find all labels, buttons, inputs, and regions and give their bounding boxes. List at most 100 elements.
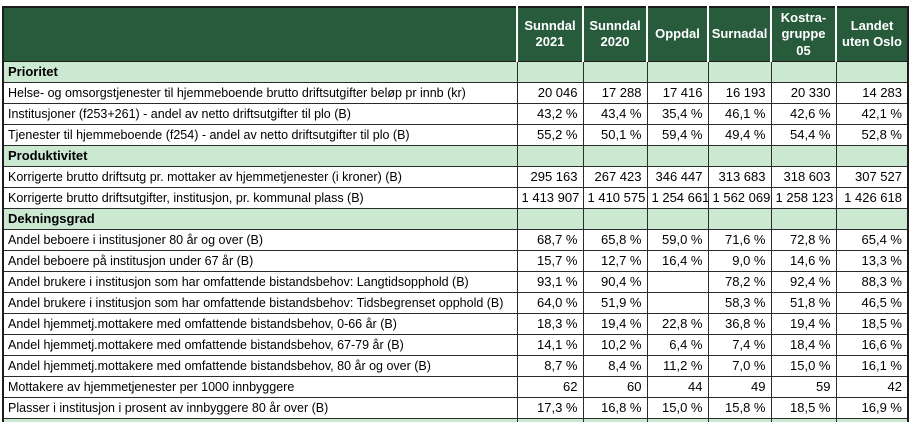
cell-value[interactable]: 1 254 661 [646, 186, 709, 209]
cell-value[interactable]: 35,4 % [646, 102, 709, 125]
cell-value[interactable]: 318 603 [770, 165, 837, 188]
cell-value[interactable]: 7,4 % [707, 333, 772, 356]
cell-value[interactable]: 12,7 % [582, 249, 648, 272]
cell-value[interactable]: 88,3 % [835, 270, 909, 293]
column-header-sunndal-2021[interactable]: Sunndal 2021 [516, 7, 583, 62]
cell-value[interactable]: 17 416 [646, 81, 709, 104]
cell-value[interactable]: 7,0 % [707, 354, 772, 377]
cell-value[interactable]: 62 [516, 375, 584, 398]
cell-value[interactable]: 19,4 % [582, 312, 648, 335]
cell-value[interactable]: 49,4 % [707, 123, 772, 146]
cell-value[interactable]: 18,5 % [835, 312, 909, 335]
cell-value[interactable]: 49 [707, 375, 772, 398]
cell-value[interactable]: 18,4 % [770, 333, 837, 356]
column-header-surnadal[interactable]: Surnadal [707, 7, 771, 62]
cell-value[interactable]: 36,8 % [707, 312, 772, 335]
cell-value[interactable]: 54,4 % [770, 123, 837, 146]
cell-value[interactable]: 1 410 575 [582, 186, 648, 209]
cell-value[interactable]: 43,4 % [582, 102, 648, 125]
cell-value[interactable]: 1 562 069 [707, 186, 772, 209]
cell-value[interactable]: 60 [582, 375, 648, 398]
cell-value[interactable]: 18,5 % [770, 396, 837, 419]
cell-value[interactable]: 15,7 % [516, 249, 584, 272]
cell-value[interactable]: 13,3 % [835, 249, 909, 272]
cell-value[interactable]: 68,7 % [516, 228, 584, 251]
cell-value[interactable]: 295 163 [516, 165, 584, 188]
cell-value[interactable]: 16,1 % [835, 354, 909, 377]
section-empty-cell [707, 417, 772, 422]
cell-value[interactable]: 51,9 % [582, 291, 648, 314]
section-empty-cell [835, 60, 909, 83]
cell-value[interactable]: 17 288 [582, 81, 648, 104]
cell-value[interactable]: 8,7 % [516, 354, 584, 377]
cell-value[interactable]: 1 413 907 [516, 186, 584, 209]
cell-value[interactable]: 14,1 % [516, 333, 584, 356]
cell-value[interactable]: 78,2 % [707, 270, 772, 293]
cell-value[interactable]: 14 283 [835, 81, 909, 104]
section-title: Dekningsgrad [2, 207, 518, 230]
column-header-landet-uten-oslo[interactable]: Landet uten Oslo [835, 7, 908, 62]
cell-value[interactable]: 14,6 % [770, 249, 837, 272]
row-label: Korrigerte brutto driftsutg pr. mottaker… [2, 165, 518, 188]
cell-value[interactable]: 22,8 % [646, 312, 709, 335]
cell-value[interactable]: 6,4 % [646, 333, 709, 356]
cell-value[interactable]: 15,8 % [707, 396, 772, 419]
cell-value[interactable]: 42,1 % [835, 102, 909, 125]
cell-value[interactable]: 51,8 % [770, 291, 837, 314]
cell-value[interactable]: 72,8 % [770, 228, 837, 251]
cell-value[interactable]: 16,8 % [582, 396, 648, 419]
cell-value[interactable]: 11,2 % [646, 354, 709, 377]
cell-value[interactable]: 313 683 [707, 165, 772, 188]
cell-value[interactable]: 46,1 % [707, 102, 772, 125]
section-empty-cell [646, 207, 709, 230]
cell-value[interactable]: 43,2 % [516, 102, 584, 125]
section-row: Produktivitet [2, 144, 909, 167]
cell-value[interactable]: 92,4 % [770, 270, 837, 293]
cell-value[interactable]: 44 [646, 375, 709, 398]
cell-value[interactable]: 20 046 [516, 81, 584, 104]
column-header-kostragruppe-05[interactable]: Kostra- gruppe 05 [770, 7, 836, 62]
cell-value[interactable]: 42 [835, 375, 909, 398]
cell-value[interactable] [646, 270, 709, 293]
column-header-sunndal-2020[interactable]: Sunndal 2020 [582, 7, 647, 62]
cell-value[interactable]: 46,5 % [835, 291, 909, 314]
cell-value[interactable]: 65,4 % [835, 228, 909, 251]
cell-value[interactable]: 52,8 % [835, 123, 909, 146]
cell-value[interactable]: 346 447 [646, 165, 709, 188]
cell-value[interactable]: 42,6 % [770, 102, 837, 125]
cell-value[interactable]: 307 527 [835, 165, 909, 188]
cell-value[interactable]: 93,1 % [516, 270, 584, 293]
cell-value[interactable]: 17,3 % [516, 396, 584, 419]
cell-value[interactable]: 59 [770, 375, 837, 398]
cell-value[interactable]: 16,9 % [835, 396, 909, 419]
cell-value[interactable]: 55,2 % [516, 123, 584, 146]
cell-value[interactable]: 19,4 % [770, 312, 837, 335]
cell-value[interactable]: 64,0 % [516, 291, 584, 314]
section-row: Prioritet [2, 60, 909, 83]
cell-value[interactable]: 71,6 % [707, 228, 772, 251]
cell-value[interactable]: 267 423 [582, 165, 648, 188]
cell-value[interactable]: 8,4 % [582, 354, 648, 377]
cell-value[interactable] [646, 291, 709, 314]
column-header-oppdal[interactable]: Oppdal [646, 7, 708, 62]
cell-value[interactable]: 18,3 % [516, 312, 584, 335]
cell-value[interactable]: 16 193 [707, 81, 772, 104]
cell-value[interactable]: 9,0 % [707, 249, 772, 272]
cell-value[interactable]: 65,8 % [582, 228, 648, 251]
cell-value[interactable]: 1 258 123 [770, 186, 837, 209]
cell-value[interactable]: 1 426 618 [835, 186, 909, 209]
table-row: Andel hjemmetj.mottakere med omfattende … [2, 354, 909, 377]
cell-value[interactable]: 15,0 % [646, 396, 709, 419]
cell-value[interactable]: 59,4 % [646, 123, 709, 146]
cell-value[interactable]: 16,6 % [835, 333, 909, 356]
cell-value[interactable]: 20 330 [770, 81, 837, 104]
cell-value[interactable]: 90,4 % [582, 270, 648, 293]
cell-value[interactable]: 50,1 % [582, 123, 648, 146]
cell-value[interactable]: 10,2 % [582, 333, 648, 356]
cell-value[interactable]: 16,4 % [646, 249, 709, 272]
cell-value[interactable]: 59,0 % [646, 228, 709, 251]
cell-value[interactable]: 58,3 % [707, 291, 772, 314]
section-row: Økonomi [2, 417, 909, 422]
cell-value[interactable]: 15,0 % [770, 354, 837, 377]
